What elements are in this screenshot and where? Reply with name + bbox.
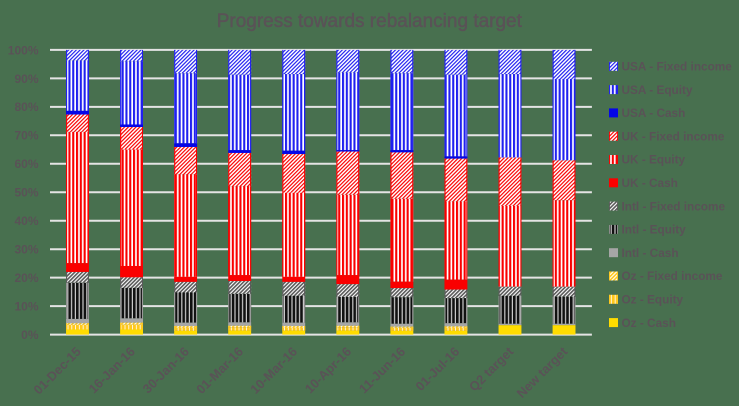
svg-text:UK - Cash: UK - Cash	[622, 176, 678, 190]
svg-text:90%: 90%	[14, 72, 38, 86]
svg-text:50%: 50%	[14, 186, 38, 200]
svg-text:70%: 70%	[14, 129, 38, 143]
svg-text:USA - Fixed income: USA - Fixed income	[622, 60, 733, 74]
svg-text:100%: 100%	[8, 43, 39, 57]
svg-text:80%: 80%	[14, 100, 38, 114]
svg-text:Intl - Cash: Intl - Cash	[622, 246, 679, 260]
svg-text:20%: 20%	[14, 271, 38, 285]
svg-text:Oz - Equity: Oz - Equity	[622, 293, 684, 307]
svg-text:UK - Fixed income: UK - Fixed income	[622, 129, 725, 143]
svg-text:USA - Cash: USA - Cash	[622, 106, 686, 120]
svg-text:30%: 30%	[14, 243, 38, 257]
svg-text:Intl - Equity: Intl - Equity	[622, 223, 687, 237]
svg-text:40%: 40%	[14, 214, 38, 228]
svg-text:10%: 10%	[14, 300, 38, 314]
svg-text:60%: 60%	[14, 157, 38, 171]
svg-text:0%: 0%	[21, 328, 39, 342]
svg-text:USA - Equity: USA - Equity	[622, 83, 693, 97]
svg-text:Oz - Cash: Oz - Cash	[622, 316, 676, 330]
svg-text:Progress towards rebalancing t: Progress towards rebalancing target	[217, 11, 523, 32]
svg-text:Intl - Fixed income: Intl - Fixed income	[622, 199, 726, 213]
svg-text:UK - Equity: UK - Equity	[622, 153, 686, 167]
svg-text:Oz - Fixed income: Oz - Fixed income	[622, 269, 723, 283]
